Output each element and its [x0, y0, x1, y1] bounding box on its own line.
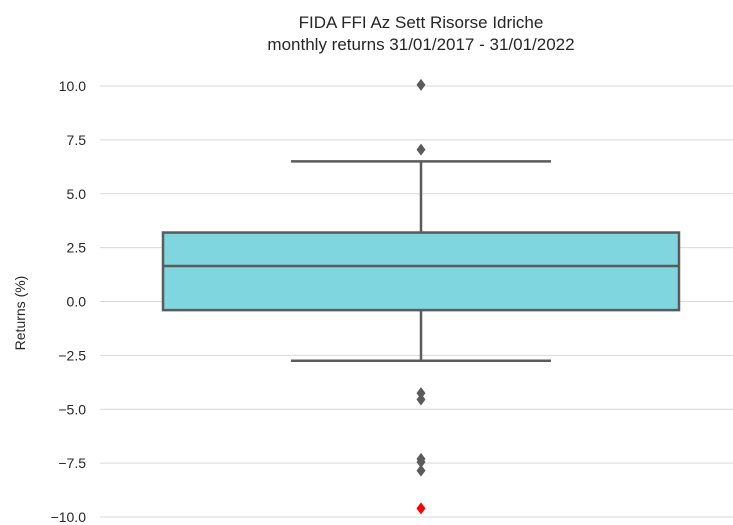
y-tick-label: −10.0	[51, 509, 87, 525]
outlier-point	[416, 78, 426, 91]
outlier-points	[416, 78, 426, 515]
outlier-point	[416, 456, 426, 469]
outlier-point	[416, 464, 426, 477]
y-tick-label: 7.5	[67, 132, 87, 148]
highlight-point	[416, 502, 426, 515]
y-axis-ticks: 10.0 7.5 5.0 2.5 0.0 −2.5 −5.0 −7.5 −10.0	[51, 78, 87, 525]
interquartile-box	[161, 231, 681, 312]
y-axis-label: Returns (%)	[12, 276, 28, 351]
y-tick-label: −2.5	[58, 347, 86, 363]
box-plot	[161, 160, 681, 363]
outlier-point	[416, 393, 426, 406]
chart-subtitle: monthly returns 31/01/2017 - 31/01/2022	[267, 35, 574, 54]
y-tick-label: −5.0	[58, 401, 86, 417]
y-tick-label: 10.0	[59, 78, 86, 94]
y-tick-label: 0.0	[67, 294, 87, 310]
y-tick-label: 2.5	[67, 240, 87, 256]
outlier-point	[416, 387, 426, 400]
chart-title: FIDA FFI Az Sett Risorse Idriche	[299, 13, 544, 32]
y-tick-label: 5.0	[67, 186, 87, 202]
outlier-point	[416, 143, 426, 156]
y-tick-label: −7.5	[58, 455, 86, 471]
